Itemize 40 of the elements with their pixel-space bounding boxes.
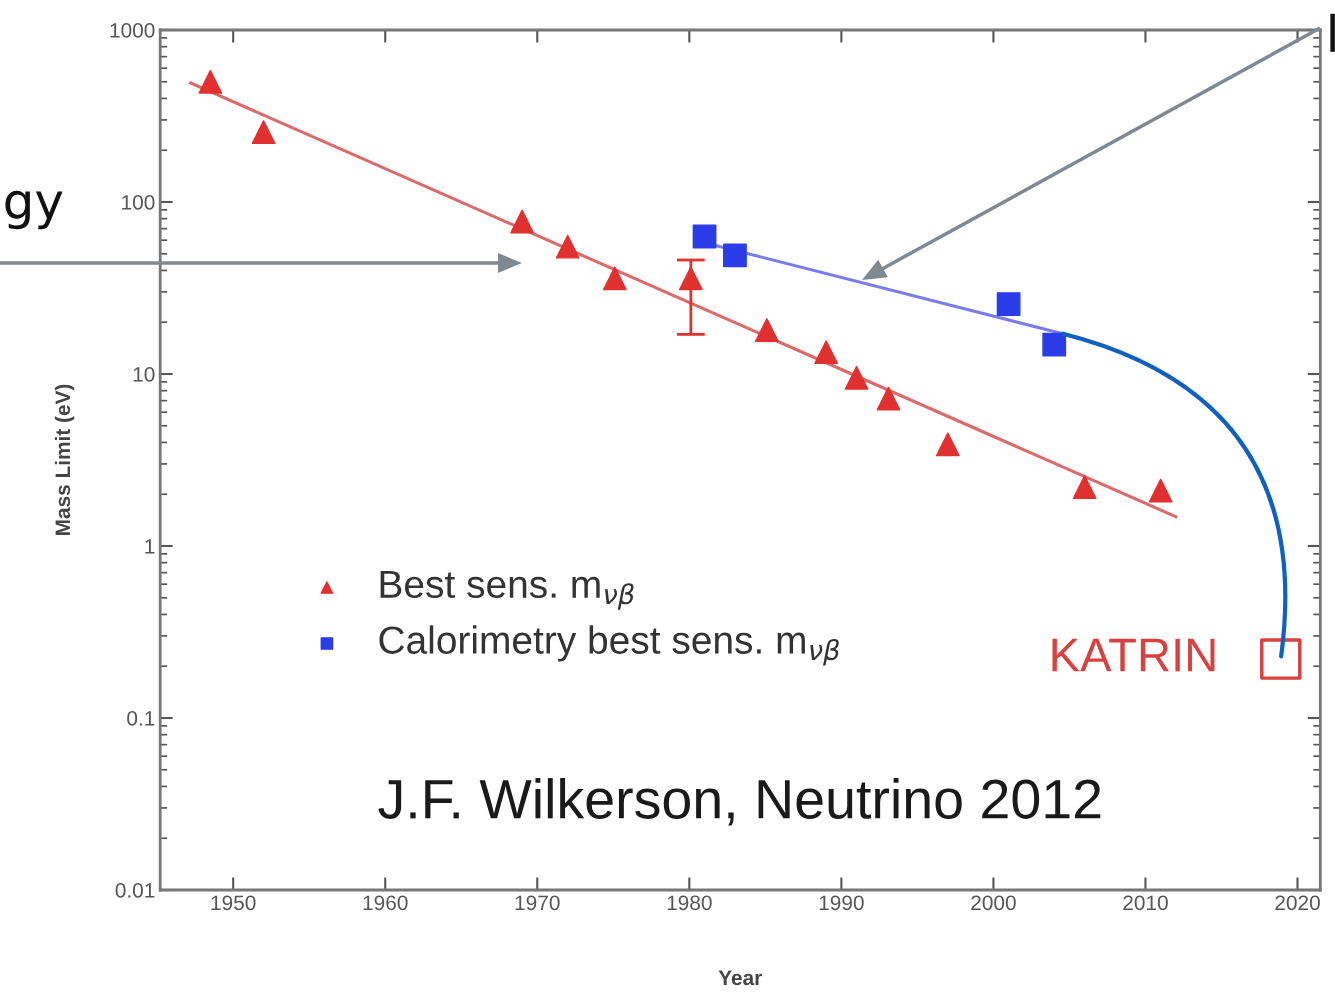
x-tick-label: 1950	[211, 895, 256, 911]
y-tick-label: 100	[122, 195, 155, 210]
point	[876, 386, 901, 411]
point	[198, 69, 223, 94]
y-tick-label: 0.01	[115, 883, 155, 898]
point	[935, 432, 960, 457]
legend-label: Calorimetry best sens. m$_{νβ}$	[379, 625, 839, 666]
point	[510, 209, 534, 234]
point	[251, 120, 276, 144]
x-tick-label: 2010	[1123, 895, 1168, 911]
text: l	[1330, 13, 1335, 52]
y-tick-label: 1	[145, 539, 155, 554]
point	[692, 224, 717, 249]
x-tick-label: 1980	[667, 895, 712, 911]
x-axis-title: Year	[718, 970, 762, 986]
point	[996, 292, 1021, 316]
point	[1260, 638, 1302, 680]
point	[602, 266, 627, 291]
point	[723, 243, 747, 268]
point	[1042, 332, 1067, 357]
point	[754, 318, 779, 342]
point	[844, 365, 869, 390]
x-tick-label: 2000	[971, 895, 1016, 911]
y-tick-label: 1000	[110, 23, 155, 38]
point	[814, 340, 839, 365]
point	[1072, 475, 1097, 499]
point	[678, 266, 703, 291]
x-tick-label: 1960	[363, 895, 408, 911]
point	[555, 234, 580, 259]
legend-label: Best sens. m$_{νβ}$	[380, 570, 634, 610]
x-tick-label: 1990	[819, 895, 864, 911]
annotation: J.F. Wilkerson, Neutrino 2012	[378, 778, 1101, 826]
text: gy	[5, 190, 63, 230]
point	[1148, 478, 1173, 503]
y-axis-title: Mass Limit (eV)	[54, 384, 75, 536]
annotation: KATRIN	[1052, 638, 1215, 672]
y-tick-label: 10	[133, 367, 155, 382]
x-tick-label: 2020	[1275, 895, 1320, 911]
y-tick-label: 0.1	[127, 711, 155, 726]
x-tick-label: 1970	[515, 895, 560, 911]
